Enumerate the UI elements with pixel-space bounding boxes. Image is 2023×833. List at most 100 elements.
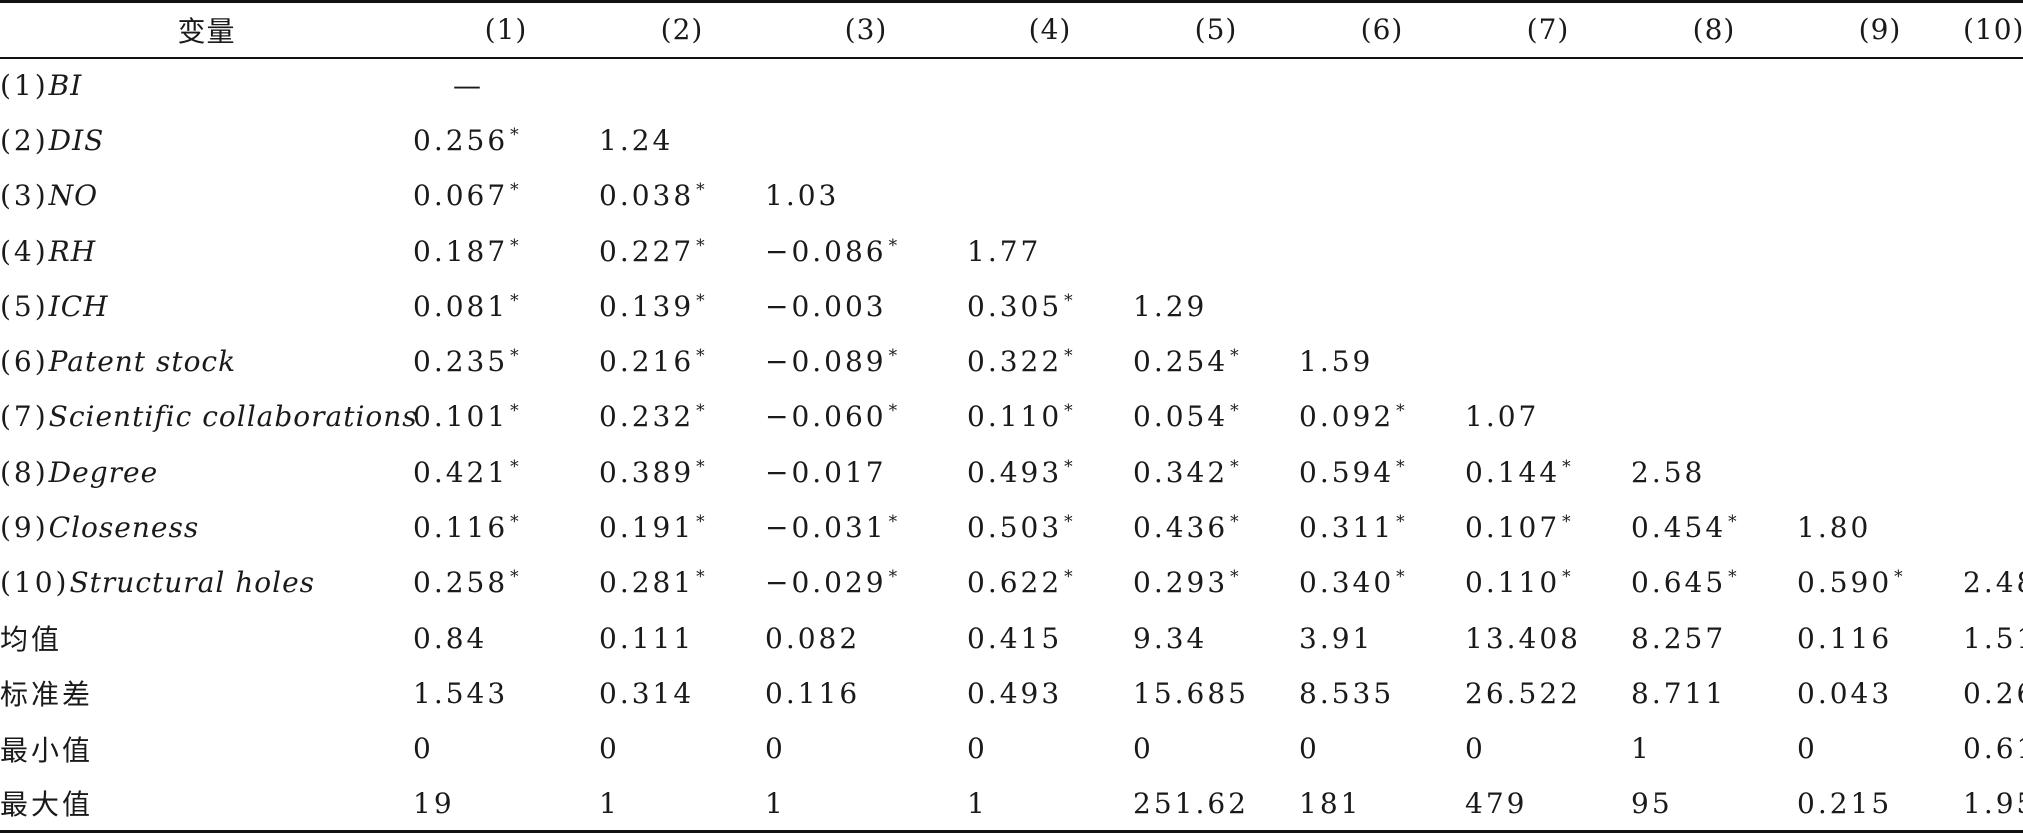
stats-cell: 1 xyxy=(599,776,765,833)
table-cell: 0.389 * xyxy=(599,445,765,500)
cell-value: 0.503 xyxy=(967,511,1063,545)
cell-value: 2.58 xyxy=(1631,455,1706,489)
stats-cell: 19 xyxy=(413,776,599,833)
table-row: (7)Scientific collaborations 0.101 * 0.232 *… xyxy=(0,389,2023,444)
table-cell xyxy=(1631,334,1797,389)
table-cell: 0.293 * xyxy=(1133,555,1299,610)
cell-value: 1.77 xyxy=(967,234,1042,268)
row-variable: Structural holes xyxy=(69,566,316,600)
table-cell xyxy=(1631,113,1797,168)
significance-star: * xyxy=(696,512,708,533)
stats-cell: 0 xyxy=(1465,732,1486,766)
table-cell: 0.342 * xyxy=(1133,445,1299,500)
row-label: (8)Degree xyxy=(0,445,413,500)
cell-value: −0.003 xyxy=(765,289,887,323)
stats-cell: 8.711 xyxy=(1631,676,1727,710)
row-variable: RH xyxy=(48,234,97,268)
header-col-4: (4) xyxy=(967,0,1133,59)
cell-value: 0.081 xyxy=(413,289,509,323)
significance-star: * xyxy=(510,512,522,533)
table-cell xyxy=(1797,58,1963,113)
header-variable: 变量 xyxy=(0,0,413,59)
table-cell: 0.256 * xyxy=(413,113,599,168)
row-label: (7)Scientific collaborations xyxy=(0,389,417,444)
table-cell xyxy=(1631,279,1797,334)
row-number: (1) xyxy=(0,69,49,103)
significance-star: * xyxy=(696,346,708,367)
cell-value: 0.493 xyxy=(967,455,1063,489)
stats-label: 标准差 xyxy=(0,678,94,712)
significance-star: * xyxy=(1230,512,1242,533)
significance-star: * xyxy=(1230,401,1242,422)
table-cell: 0.139 * xyxy=(599,279,765,334)
stats-cell: 0.116 xyxy=(765,676,861,710)
table-cell xyxy=(765,113,967,168)
stats-cell: 13.408 xyxy=(1465,621,1581,655)
table-cell: 0.305 * xyxy=(967,279,1133,334)
stats-cell: 181 xyxy=(1299,776,1465,833)
table-cell xyxy=(1631,389,1797,444)
row-variable: Patent stock xyxy=(48,345,237,379)
cell-value: 0.256 xyxy=(413,123,509,157)
header-col-8: (8) xyxy=(1631,0,1797,59)
cell-value: — xyxy=(453,69,484,103)
table-cell xyxy=(1797,334,1963,389)
table-cell: −0.003 xyxy=(765,279,967,334)
stats-cell: 0 xyxy=(413,732,434,766)
row-number: (7) xyxy=(0,400,49,434)
stats-cell: 1 xyxy=(1631,732,1652,766)
stats-cell: 0 xyxy=(967,732,988,766)
table-cell xyxy=(1963,445,2023,500)
table-cell: 0.340 * xyxy=(1299,555,1465,610)
table-cell xyxy=(1797,279,1963,334)
table-cell xyxy=(1299,113,1465,168)
table-cell: −0.029 * xyxy=(765,555,967,610)
table-row: (4)RH 0.187 * 0.227 * −0.086 * 1.77 xyxy=(0,223,2023,278)
table-cell xyxy=(1963,58,2023,113)
cell-value: 0.594 xyxy=(1299,455,1395,489)
significance-star: * xyxy=(1064,567,1076,588)
stats-cell: 0.043 xyxy=(1797,676,1893,710)
table-cell: 0.116 * xyxy=(413,500,599,555)
table-cell: 0.191 * xyxy=(599,500,765,555)
cell-value: 1.03 xyxy=(765,179,840,213)
cell-value: −0.086 xyxy=(765,234,887,268)
stats-cell: 1.543 xyxy=(413,676,509,710)
table-row: (3)NO 0.067 * 0.038 * 1.03 xyxy=(0,168,2023,223)
table-cell xyxy=(1465,334,1631,389)
table-cell xyxy=(1465,58,1631,113)
significance-star: * xyxy=(510,346,522,367)
table-cell: 0.110 * xyxy=(1465,555,1631,610)
table-cell xyxy=(967,58,1133,113)
table-cell xyxy=(1797,389,1963,444)
stats-cell: 15.685 xyxy=(1133,676,1249,710)
significance-star: * xyxy=(696,235,708,256)
table-cell xyxy=(1465,168,1631,223)
significance-star: * xyxy=(510,235,522,256)
table-cell xyxy=(1299,58,1465,113)
significance-star: * xyxy=(510,290,522,311)
table-cell xyxy=(599,58,765,113)
table-header: 变量 (1) (2) (3) (4) (5) (6) (7) (8) (9) (10) xyxy=(0,0,2023,59)
row-label: (3)NO xyxy=(0,168,413,223)
table-cell: 0.594 * xyxy=(1299,445,1465,500)
cell-value: 0.340 xyxy=(1299,566,1395,600)
row-variable: DIS xyxy=(48,123,105,157)
cell-value: 0.110 xyxy=(967,400,1063,434)
table-cell: −0.060 * xyxy=(765,389,967,444)
significance-star: * xyxy=(1562,567,1574,588)
stats-cell: 8.257 xyxy=(1631,621,1727,655)
table-cell: −0.089 * xyxy=(765,334,967,389)
table-row: (9)Closeness 0.116 * 0.191 * −0.031 * 0.503 * 0.4… xyxy=(0,500,2023,555)
table-cell xyxy=(1133,223,1299,278)
significance-star: * xyxy=(888,401,901,422)
significance-star: * xyxy=(1894,567,1906,588)
stats-cell: 1 xyxy=(967,776,1133,833)
table-cell xyxy=(1963,389,2023,444)
table-cell: 0.110 * xyxy=(967,389,1133,444)
row-variable: Closeness xyxy=(48,511,200,545)
cell-value: 0.116 xyxy=(413,511,509,545)
stats-label: 均值 xyxy=(0,623,63,657)
table-cell xyxy=(1631,168,1797,223)
